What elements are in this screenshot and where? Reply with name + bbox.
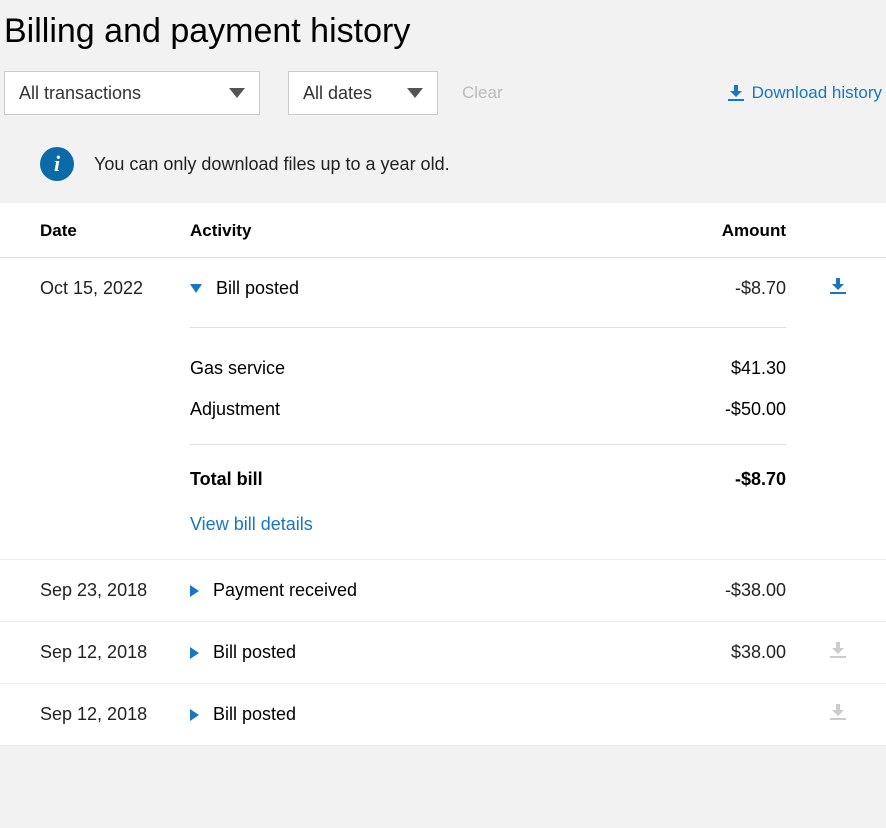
row-activity-label: Payment received [213,580,357,601]
expand-icon[interactable] [190,709,199,721]
table-row: Sep 12, 2018 Bill posted [0,684,886,746]
row-download-cell [786,642,846,663]
view-bill-details-link[interactable]: View bill details [190,500,313,535]
row-date: Sep 23, 2018 [40,580,190,601]
detail-label: Adjustment [190,399,280,420]
row-activity: Bill posted [190,704,666,725]
collapse-icon[interactable] [190,284,202,293]
expand-icon[interactable] [190,585,199,597]
download-icon [830,642,846,658]
row-date: Oct 15, 2022 [40,278,190,299]
row-activity: Bill posted [190,642,666,663]
info-banner: i You can only download files up to a ye… [0,133,886,203]
row-amount: $38.00 [666,642,786,663]
detail-line: Gas service $41.30 [190,348,786,389]
row-amount: -$38.00 [666,580,786,601]
dates-filter-label: All dates [303,83,372,104]
transactions-filter-dropdown[interactable]: All transactions [4,71,260,115]
col-header-amount: Amount [666,221,786,241]
info-text: You can only download files up to a year… [94,154,450,175]
detail-label: Gas service [190,358,285,379]
detail-value: -$50.00 [725,399,786,420]
download-history-link[interactable]: Download history [728,83,882,103]
transactions-filter-label: All transactions [19,83,141,104]
table-row: Sep 23, 2018 Payment received -$38.00 [0,560,886,622]
download-icon[interactable] [830,278,846,294]
info-icon: i [40,147,74,181]
row-activity-label: Bill posted [213,642,296,663]
expand-icon[interactable] [190,647,199,659]
chevron-down-icon [407,88,423,98]
table-header-row: Date Activity Amount [0,203,886,258]
history-table: Date Activity Amount Oct 15, 2022 Bill po… [0,203,886,746]
detail-value: $41.30 [731,358,786,379]
download-history-label: Download history [752,83,882,103]
download-icon [830,704,846,720]
row-activity: Payment received [190,580,666,601]
dates-filter-dropdown[interactable]: All dates [288,71,438,115]
row-activity: Bill posted [190,278,666,299]
detail-total: Total bill -$8.70 [190,459,786,500]
row-date: Sep 12, 2018 [40,642,190,663]
col-header-activity: Activity [190,221,666,241]
clear-filters-link: Clear [462,83,503,103]
page-title: Billing and payment history [0,0,886,71]
detail-line: Adjustment -$50.00 [190,389,786,430]
row-activity-label: Bill posted [213,704,296,725]
download-icon [728,85,744,101]
filter-controls: All transactions All dates Clear Downloa… [0,71,886,133]
col-header-date: Date [40,221,190,241]
row-date: Sep 12, 2018 [40,704,190,725]
row-download-cell [786,278,846,299]
expanded-details: Gas service $41.30 Adjustment -$50.00 Total … [0,327,886,560]
row-amount: -$8.70 [666,278,786,299]
chevron-down-icon [229,88,245,98]
row-activity-label: Bill posted [216,278,299,299]
row-download-cell [786,704,846,725]
total-label: Total bill [190,469,263,490]
table-row: Sep 12, 2018 Bill posted $38.00 [0,622,886,684]
table-row: Oct 15, 2022 Bill posted -$8.70 [0,258,886,319]
total-value: -$8.70 [735,469,786,490]
